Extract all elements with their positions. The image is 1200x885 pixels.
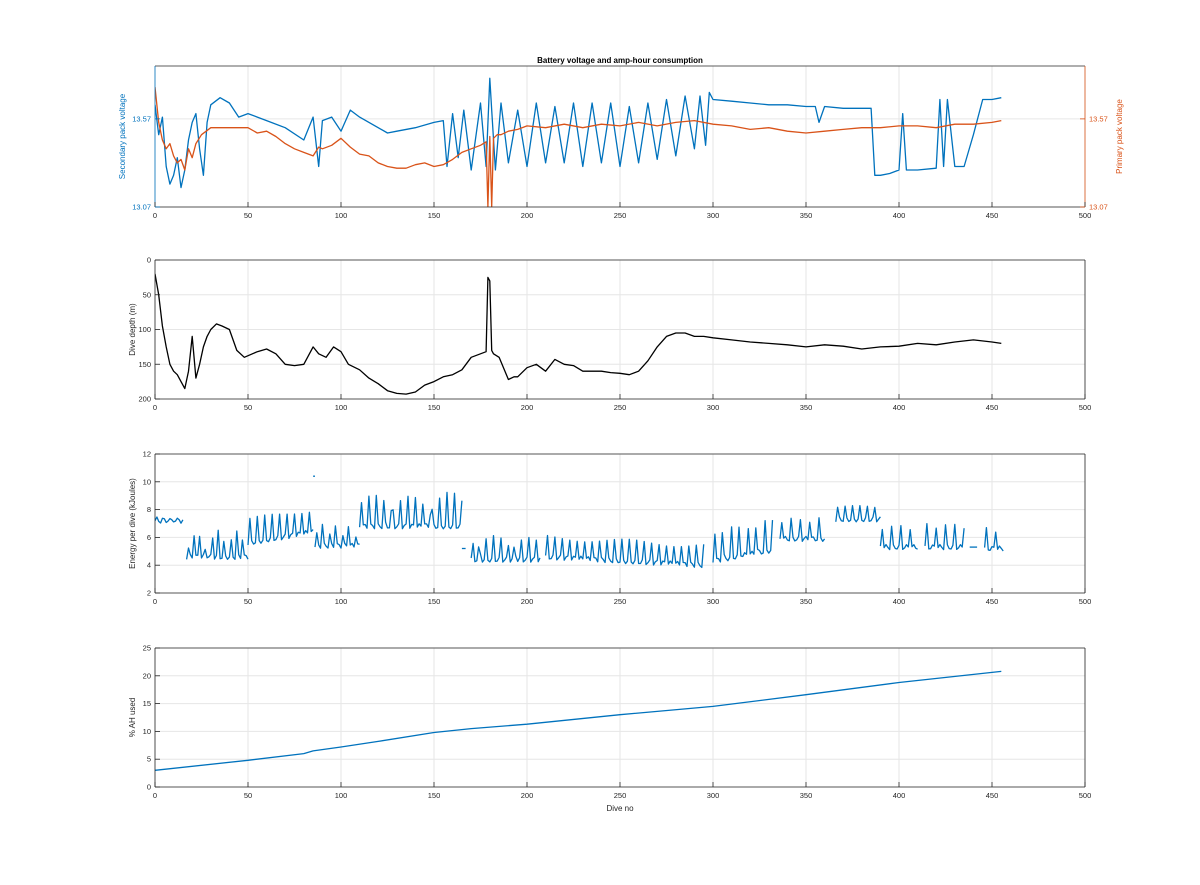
y-axis-label: Energy per dive (kJoules) (128, 478, 137, 569)
x-tick-label: 0 (153, 211, 157, 220)
x-tick-label: 200 (521, 403, 534, 412)
series-group (155, 273, 1002, 395)
y-tick-label: 2 (147, 589, 151, 598)
series-line-0 (155, 273, 1002, 395)
series-line-0 (983, 526, 1004, 552)
x-tick-label: 250 (614, 597, 627, 606)
amp-hour-panel: 0 50 100 150 200 250 300 350 400 450 500 0 5 10 15 20 25… (128, 644, 1091, 801)
series-line-0 (712, 520, 774, 563)
x-tick-label: 400 (893, 597, 906, 606)
y-tick-label: 0 (147, 256, 151, 265)
x-tick-label: 400 (893, 791, 906, 800)
x-tick-label: 200 (521, 597, 534, 606)
series-line-0 (155, 77, 1002, 189)
y-tick-label: 8 (147, 505, 151, 514)
series-line-0 (247, 511, 314, 546)
y-tick-label-right: 13.57 (1089, 114, 1108, 123)
y-tick-label: 10 (143, 477, 151, 486)
x-tick-label: 150 (428, 791, 441, 800)
energy-panel: 0 50 100 150 200 250 300 350 400 450 500 2 4 6 8 10 12 En… (128, 450, 1091, 607)
x-tick-label: 500 (1079, 211, 1092, 220)
x-tick-label: 300 (707, 597, 720, 606)
x-tick-label: 350 (800, 597, 813, 606)
y-tick-label: 10 (143, 727, 151, 736)
x-tick-label: 100 (335, 403, 348, 412)
x-tick-label: 250 (614, 791, 627, 800)
x-tick-label: 0 (153, 597, 157, 606)
y-tick-label: 20 (143, 671, 151, 680)
series-line-0 (544, 534, 705, 569)
y-axis-label-right: Primary pack voltage (1115, 99, 1124, 174)
series-line-0 (314, 523, 360, 549)
x-tick-label: 350 (800, 403, 813, 412)
y-tick-label: 5 (147, 755, 151, 764)
series-line-0 (185, 529, 249, 560)
x-tick-label: 50 (244, 211, 252, 220)
series-group (155, 475, 1004, 569)
y-tick-label-right: 13.07 (1089, 203, 1108, 212)
series-line-0 (879, 525, 918, 551)
x-tick-label: 100 (335, 597, 348, 606)
series-line-0 (155, 516, 184, 524)
x-tick-label: 250 (614, 211, 627, 220)
y-tick-label: 50 (143, 290, 151, 299)
y-tick-label: 13.07 (132, 203, 151, 212)
y-tick-label: 12 (143, 450, 151, 459)
y-tick-label: 25 (143, 644, 151, 653)
x-tick-label: 50 (244, 597, 252, 606)
series-line-0 (470, 534, 541, 563)
x-tick-label: 250 (614, 403, 627, 412)
y-tick-label: 15 (143, 699, 151, 708)
x-tick-label: 350 (800, 791, 813, 800)
x-tick-label: 200 (521, 791, 534, 800)
series-line-0 (358, 491, 463, 530)
x-tick-label: 0 (153, 403, 157, 412)
series-group (155, 670, 1002, 771)
y-tick-label: 150 (138, 360, 151, 369)
x-tick-label: 50 (244, 791, 252, 800)
y-axis-label: % AH used (128, 698, 137, 738)
x-tick-label: 300 (707, 403, 720, 412)
x-tick-label: 50 (244, 403, 252, 412)
x-tick-label: 500 (1079, 791, 1092, 800)
figure-title: Battery voltage and amp-hour consumption (537, 56, 703, 65)
x-tick-label: 500 (1079, 403, 1092, 412)
x-tick-label: 150 (428, 403, 441, 412)
y-axis-label: Dive depth (m) (128, 303, 137, 356)
x-tick-label: 150 (428, 597, 441, 606)
x-tick-label: 100 (335, 791, 348, 800)
x-tick-label: 400 (893, 211, 906, 220)
series-line-1 (155, 87, 1002, 207)
y-tick-label: 13.57 (132, 114, 151, 123)
y-tick-label: 6 (147, 533, 151, 542)
x-tick-label: 200 (521, 211, 534, 220)
x-axis-label: Dive no (606, 804, 634, 813)
x-tick-label: 500 (1079, 597, 1092, 606)
x-tick-label: 150 (428, 211, 441, 220)
dive-depth-panel: 0 50 100 150 200 250 300 350 400 450 500 0 50 100 150 2… (128, 256, 1091, 413)
x-tick-label: 400 (893, 403, 906, 412)
x-tick-label: 450 (986, 211, 999, 220)
series-line-0 (779, 517, 826, 542)
y-tick-label: 4 (147, 561, 151, 570)
x-tick-label: 450 (986, 597, 999, 606)
y-tick-label: 200 (138, 395, 151, 404)
x-tick-label: 300 (707, 211, 720, 220)
x-tick-label: 450 (986, 403, 999, 412)
x-tick-label: 450 (986, 791, 999, 800)
x-tick-label: 0 (153, 791, 157, 800)
series-line-0 (155, 670, 1002, 771)
x-tick-label: 300 (707, 791, 720, 800)
y-tick-label: 0 (147, 783, 151, 792)
x-tick-label: 100 (335, 211, 348, 220)
series-line-0 (924, 523, 965, 551)
series-line-0 (835, 504, 881, 523)
x-tick-label: 350 (800, 211, 813, 220)
y-tick-label: 100 (138, 325, 151, 334)
series-group (155, 77, 1002, 207)
y-axis-label: Secondary pack voltage (118, 93, 127, 179)
voltage-panel: 0 50 100 150 200 250 300 350 400 450 50013.0713.57… (118, 65, 1124, 220)
